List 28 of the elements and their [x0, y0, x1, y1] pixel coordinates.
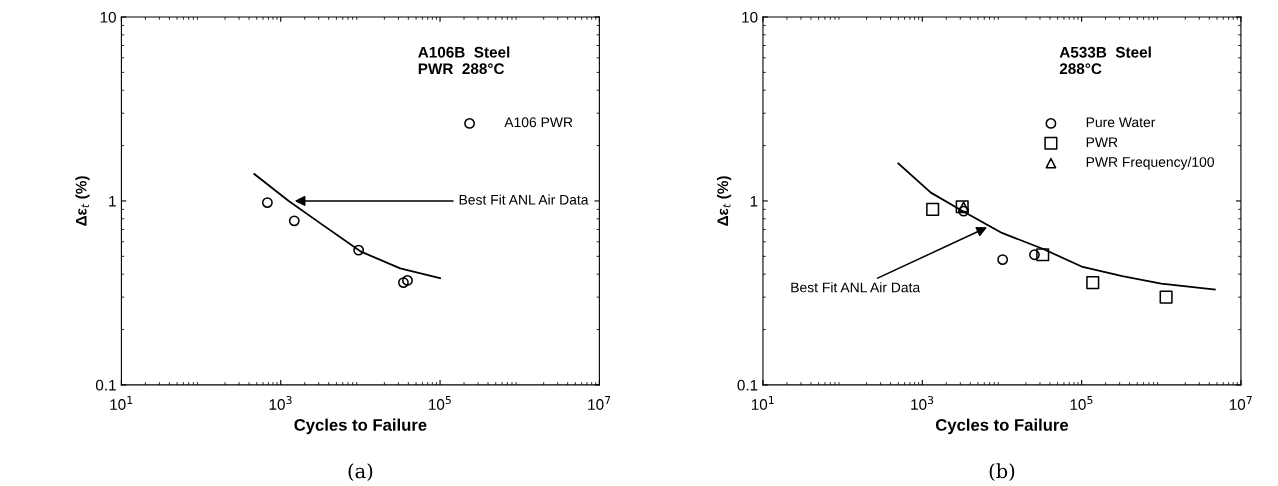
x-tick-label: 10$^{1}$ [751, 396, 774, 410]
annotation: Best Fit ANL Air Data [791, 282, 921, 293]
y-tick-label: 0.1 [95, 379, 116, 391]
x-tick-label: 10$^{1}$ [110, 396, 133, 410]
x-axis-title: Cycles to Failure [935, 418, 1069, 435]
y-tick-label: 10 [742, 11, 758, 23]
y-tick-label: 1 [750, 195, 758, 207]
x-tick-label: 10$^{3}$ [911, 395, 934, 410]
y-tick-label: 1 [109, 195, 116, 207]
annotation: Best Fit ANL Air Data [459, 194, 589, 205]
x-axis-title: Cycles to Failure [294, 418, 427, 435]
x-tick-label: 10$^{7}$ [1229, 396, 1252, 410]
annotation: A533B Steel 288°C [1059, 46, 1151, 75]
annotation: A106B Steel PWR 288°C [418, 46, 510, 75]
x-tick-label: 10$^{7}$ [588, 396, 611, 410]
legend-label: PWR Frequency/100 [1086, 156, 1215, 170]
text: (a) [348, 463, 373, 482]
x-tick-label: 10$^{3}$ [269, 395, 292, 410]
y-tick-label: 10 [100, 11, 116, 23]
x-tick-label: 10$^{5}$ [1070, 396, 1093, 410]
text: (b) [989, 463, 1015, 482]
legend-label: Pure Water [1086, 117, 1156, 128]
y-axis-title: Δε$_{t}$ (%) [716, 176, 732, 226]
legend-label: PWR [1086, 137, 1118, 147]
y-tick-label: 0.1 [737, 379, 758, 391]
legend-label: A106 PWR [504, 117, 573, 128]
x-tick-label: 10$^{5}$ [429, 396, 451, 410]
y-axis-title: Δε$_{t}$ (%) [75, 176, 90, 226]
